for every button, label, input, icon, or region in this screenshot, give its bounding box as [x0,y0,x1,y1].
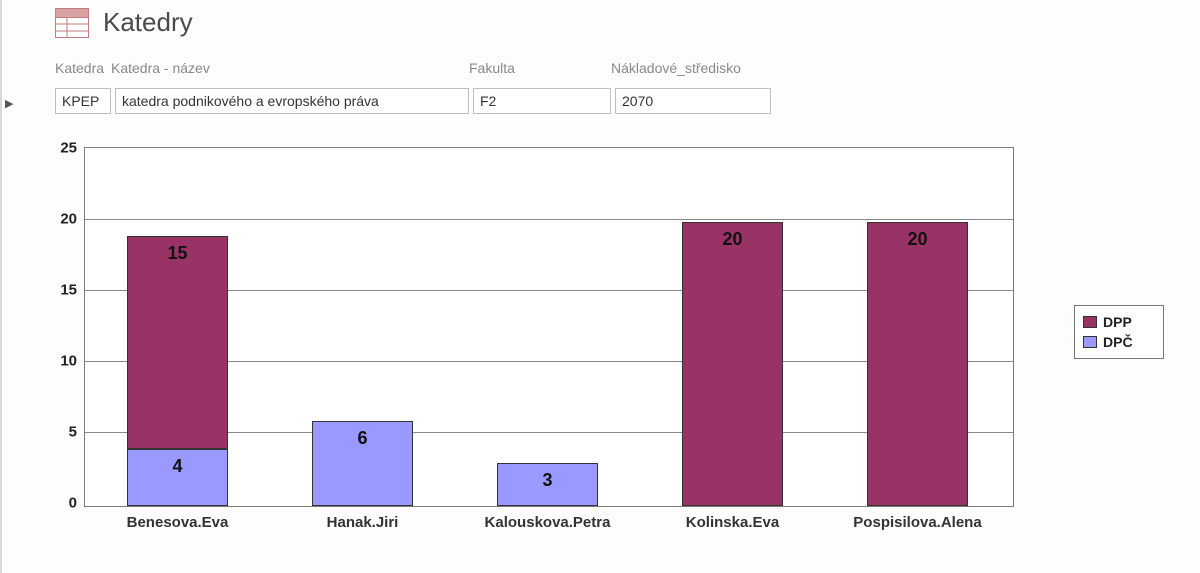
chart-bar-group: 415Benesova.Eva [127,236,229,506]
chart-bar-group: 3Kalouskova.Petra [497,463,599,506]
chart-bar-group: 6Hanak.Jiri [312,421,414,506]
chart-xlabel: Benesova.Eva [127,514,229,531]
chart-data-label: 20 [907,229,927,505]
chart-data-label: 20 [722,229,742,505]
legend-item-dpc: DPČ [1083,332,1155,352]
chart-bar-segment-dpc: 4 [127,449,229,506]
cell-katedra[interactable]: KPEP [55,88,111,114]
chart-ytick: 20 [60,211,77,228]
chart-ytick: 15 [60,282,77,299]
chart-data-label: 4 [172,456,182,505]
page-title: Katedry [103,7,193,38]
header-stredisko: Nákladové_středisko [611,60,771,76]
legend-swatch [1083,316,1097,328]
table-row: KPEP katedra podnikového a evropského pr… [55,88,775,114]
chart-ytick: 25 [60,140,77,157]
chart-bar-segment-dpp: 20 [867,222,969,506]
column-headers: Katedra Katedra - název Fakulta Nákladov… [55,60,771,76]
header-nazev: Katedra - název [111,60,469,76]
chart-xlabel: Pospisilova.Alena [853,514,981,531]
chart-xlabel: Hanak.Jiri [327,514,399,531]
chart-bar-group: 20Pospisilova.Alena [867,222,969,506]
chart-ytick: 10 [60,353,77,370]
chart-plot: 0510152025415Benesova.Eva6Hanak.Jiri3Kal… [84,147,1014,507]
header-fakulta: Fakulta [469,60,611,76]
chart: 0510152025415Benesova.Eva6Hanak.Jiri3Kal… [44,135,1164,555]
chart-bar-segment-dpc: 6 [312,421,414,506]
chart-bar-group: 20Kolinska.Eva [682,222,784,506]
record-selector-icon: ▶ [5,97,17,111]
chart-ytick: 5 [69,424,77,441]
chart-bar-segment-dpc: 3 [497,463,599,506]
chart-xlabel: Kalouskova.Petra [485,514,611,531]
chart-data-label: 6 [357,428,367,505]
cell-stredisko[interactable]: 2070 [615,88,771,114]
chart-legend: DPPDPČ [1074,305,1164,359]
form-icon [55,8,89,38]
legend-swatch [1083,336,1097,348]
chart-gridline [85,219,1013,220]
chart-bar-segment-dpp: 15 [127,236,229,449]
legend-label: DPČ [1103,332,1133,352]
chart-bar-segment-dpp: 20 [682,222,784,506]
cell-nazev[interactable]: katedra podnikového a evropského práva [115,88,469,114]
chart-ytick: 0 [69,495,77,512]
chart-xlabel: Kolinska.Eva [686,514,779,531]
chart-data-label: 15 [167,243,187,448]
legend-label: DPP [1103,312,1132,332]
chart-data-label: 3 [542,470,552,505]
cell-fakulta[interactable]: F2 [473,88,611,114]
header-katedra: Katedra [55,60,111,76]
legend-item-dpp: DPP [1083,312,1155,332]
